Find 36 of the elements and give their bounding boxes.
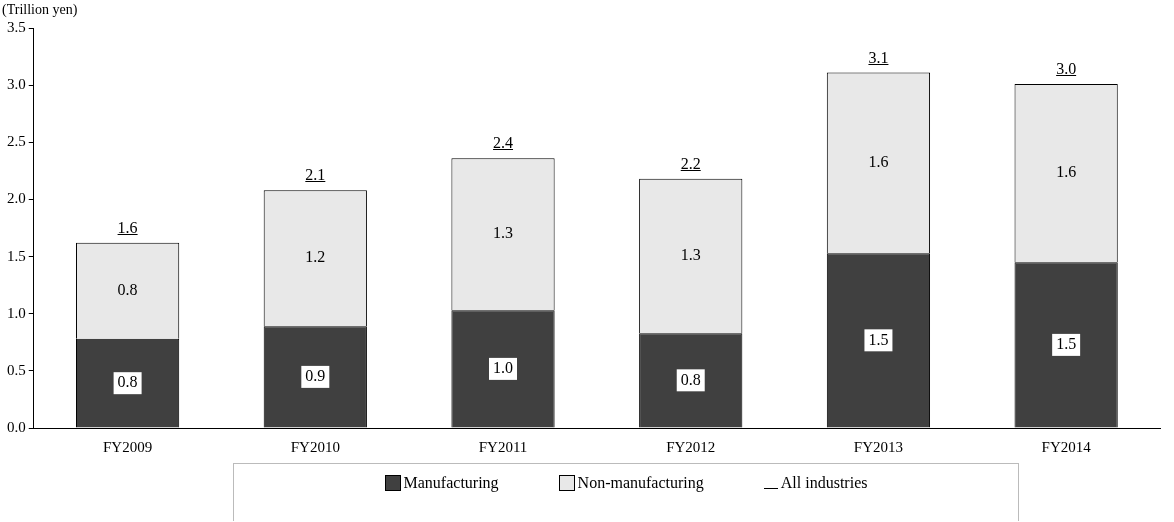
data-label: 1.6 <box>868 153 889 171</box>
data-label: 0.8 <box>117 373 138 391</box>
y-tick-label: 2.0 <box>7 190 26 207</box>
x-tick-label: FY2014 <box>1041 438 1092 455</box>
data-label: 1.3 <box>493 224 514 242</box>
data-label: 1.6 <box>1056 163 1077 181</box>
y-tick-label: 1.5 <box>7 247 26 264</box>
text: All industries <box>780 474 868 492</box>
y-axis-title: (Trillion yen) <box>2 2 78 18</box>
total-label: 2.4 <box>493 134 514 153</box>
x-tick-label: FY2009 <box>103 438 153 455</box>
total-label: 3.0 <box>1056 60 1077 78</box>
y-tick-label: 2.5 <box>7 133 26 150</box>
x-tick-label: FY2013 <box>853 438 904 455</box>
data-label: 1.2 <box>305 248 326 266</box>
legend-label: Non-manufacturing <box>577 474 704 492</box>
y-tick-label: 0.0 <box>7 418 26 435</box>
y-tick-label: 3.0 <box>7 76 26 93</box>
data-label: 1.5 <box>868 330 889 348</box>
data-label: 0.9 <box>305 367 326 385</box>
x-tick-label: FY2011 <box>478 438 528 455</box>
total-label: 2.2 <box>680 154 701 173</box>
y-tick-label: 0.5 <box>7 361 26 378</box>
x-tick-label: FY2012 <box>666 438 716 455</box>
data-label: 1.5 <box>1056 335 1077 353</box>
x-tick-label: FY2010 <box>290 438 340 455</box>
total-label: 3.1 <box>868 48 889 67</box>
data-label: 0.8 <box>117 281 138 299</box>
y-tick-label: 3.5 <box>7 18 26 35</box>
data-label: 0.8 <box>680 370 701 388</box>
data-label: 1.0 <box>493 359 514 377</box>
data-label: 1.3 <box>680 246 701 264</box>
total-label: 1.6 <box>117 218 138 237</box>
y-tick-label: 1.0 <box>7 304 26 321</box>
legend-label: Manufacturing <box>403 474 499 492</box>
total-label: 2.1 <box>305 166 326 185</box>
